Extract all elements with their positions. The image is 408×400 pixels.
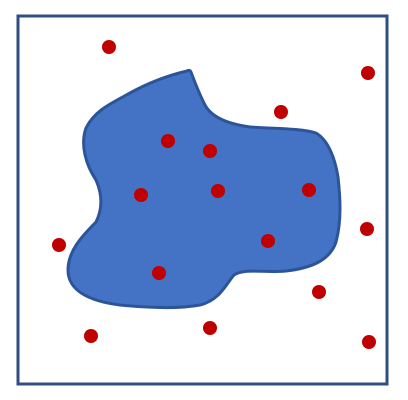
point-outside [312,285,326,299]
point-outside [360,222,374,236]
point-inside [211,184,225,198]
point-outside [84,329,98,343]
point-outside [52,238,66,252]
point-outside [362,335,376,349]
point-outside [102,40,116,54]
points-layer [52,40,376,349]
point-outside [274,105,288,119]
point-outside [203,321,217,335]
point-inside [203,144,217,158]
point-inside [152,266,166,280]
point-inside [134,188,148,202]
point-inside [161,134,175,148]
frame-border [16,14,389,386]
point-inside [302,183,316,197]
blob-region [66,68,342,310]
point-inside [261,234,275,248]
point-outside [361,66,375,80]
